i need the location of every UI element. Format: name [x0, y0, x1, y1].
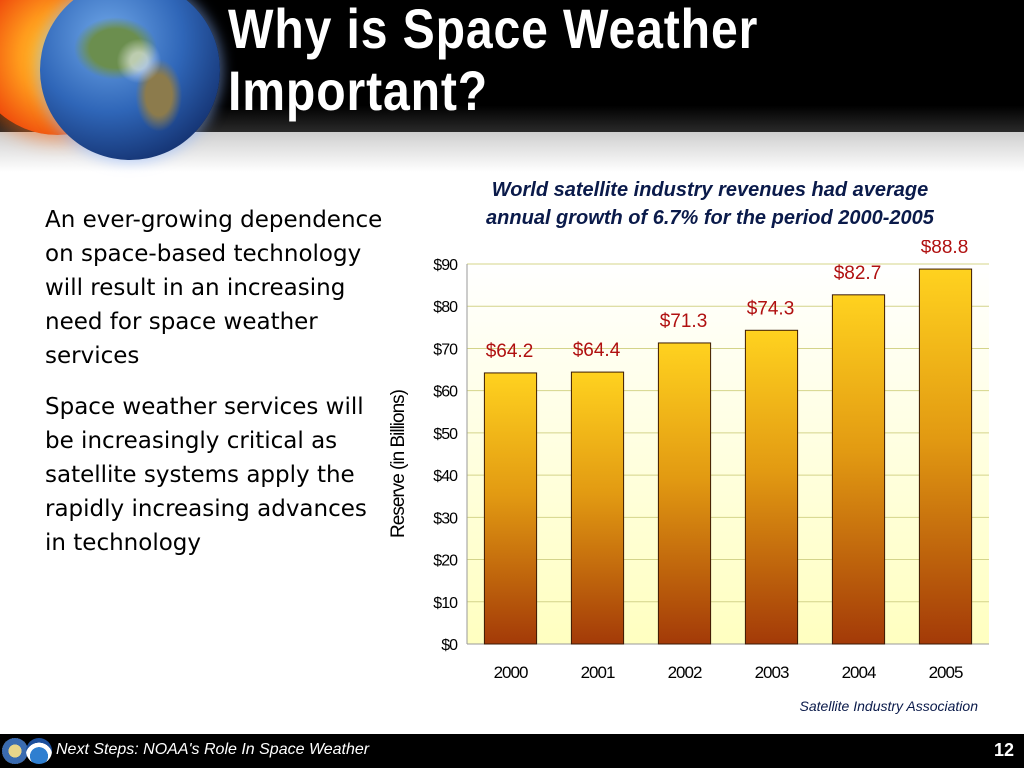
noaa-logo-icon: [26, 738, 52, 764]
y-tick-label: $60: [433, 384, 458, 401]
y-tick-label: $50: [433, 426, 458, 443]
data-label-2000: $64.2: [486, 341, 534, 362]
y-tick-label: $80: [433, 299, 458, 316]
x-tick-label: 2002: [668, 663, 702, 682]
x-tick-label: 2000: [494, 663, 528, 682]
bar-2000: [483, 372, 538, 645]
slide-title-line2: Important?: [228, 59, 489, 122]
x-tick-label: 2005: [929, 663, 963, 682]
data-label-2005: $88.8: [921, 240, 969, 258]
revenue-bar-chart: $0 $10 $20 $30 $40 $50 $60 $70 $80 $90 Reserve (in…: [388, 240, 989, 682]
x-tick-label: 2001: [581, 663, 615, 682]
y-tick-label: $20: [433, 553, 458, 570]
bar-2005: [918, 268, 973, 645]
page-number: 12: [993, 740, 1014, 760]
data-label-2004: $82.7: [834, 263, 882, 284]
y-tick-label: $70: [433, 341, 458, 358]
chart-source: Satellite Industry Association: [799, 698, 978, 714]
chart-title-line1: World satellite industry revenues had av…: [491, 179, 929, 201]
footer-bar: [0, 734, 1024, 768]
chart-title: World satellite industry revenues had av…: [430, 176, 990, 232]
data-label-2003: $74.3: [747, 298, 795, 319]
x-tick-label: 2004: [842, 663, 876, 682]
bar-2002: [657, 342, 712, 645]
body-paragraph-2: Space weather services will be increasin…: [45, 394, 367, 556]
earth-image: [40, 0, 220, 160]
y-tick-label: $90: [433, 257, 458, 274]
x-tick-label: 2003: [755, 663, 789, 682]
bar-2003: [744, 329, 799, 645]
body-text: An ever-growing dependence on space-base…: [45, 203, 385, 577]
footer-text: Next Steps: NOAA's Role In Space Weather: [56, 741, 370, 758]
data-label-2002: $71.3: [660, 311, 708, 332]
bar-2004: [831, 294, 886, 645]
bar-2001: [570, 371, 625, 645]
plot-area: [467, 264, 989, 644]
y-tick-label: $40: [433, 468, 458, 485]
chart-title-line2: annual growth of 6.7% for the period 200…: [486, 207, 934, 229]
data-label-2001: $64.4: [573, 340, 621, 361]
body-paragraph-1: An ever-growing dependence on space-base…: [45, 207, 383, 369]
y-tick-label: $0: [441, 637, 458, 654]
y-tick-label: $30: [433, 510, 458, 527]
commerce-logo-icon: [2, 738, 28, 764]
y-tick-label: $10: [433, 595, 458, 612]
slide-title: Why is Space Weather Important?: [228, 0, 899, 122]
y-axis-title: Reserve (in Billions): [388, 389, 409, 538]
slide-title-line1: Why is Space Weather: [228, 0, 759, 60]
